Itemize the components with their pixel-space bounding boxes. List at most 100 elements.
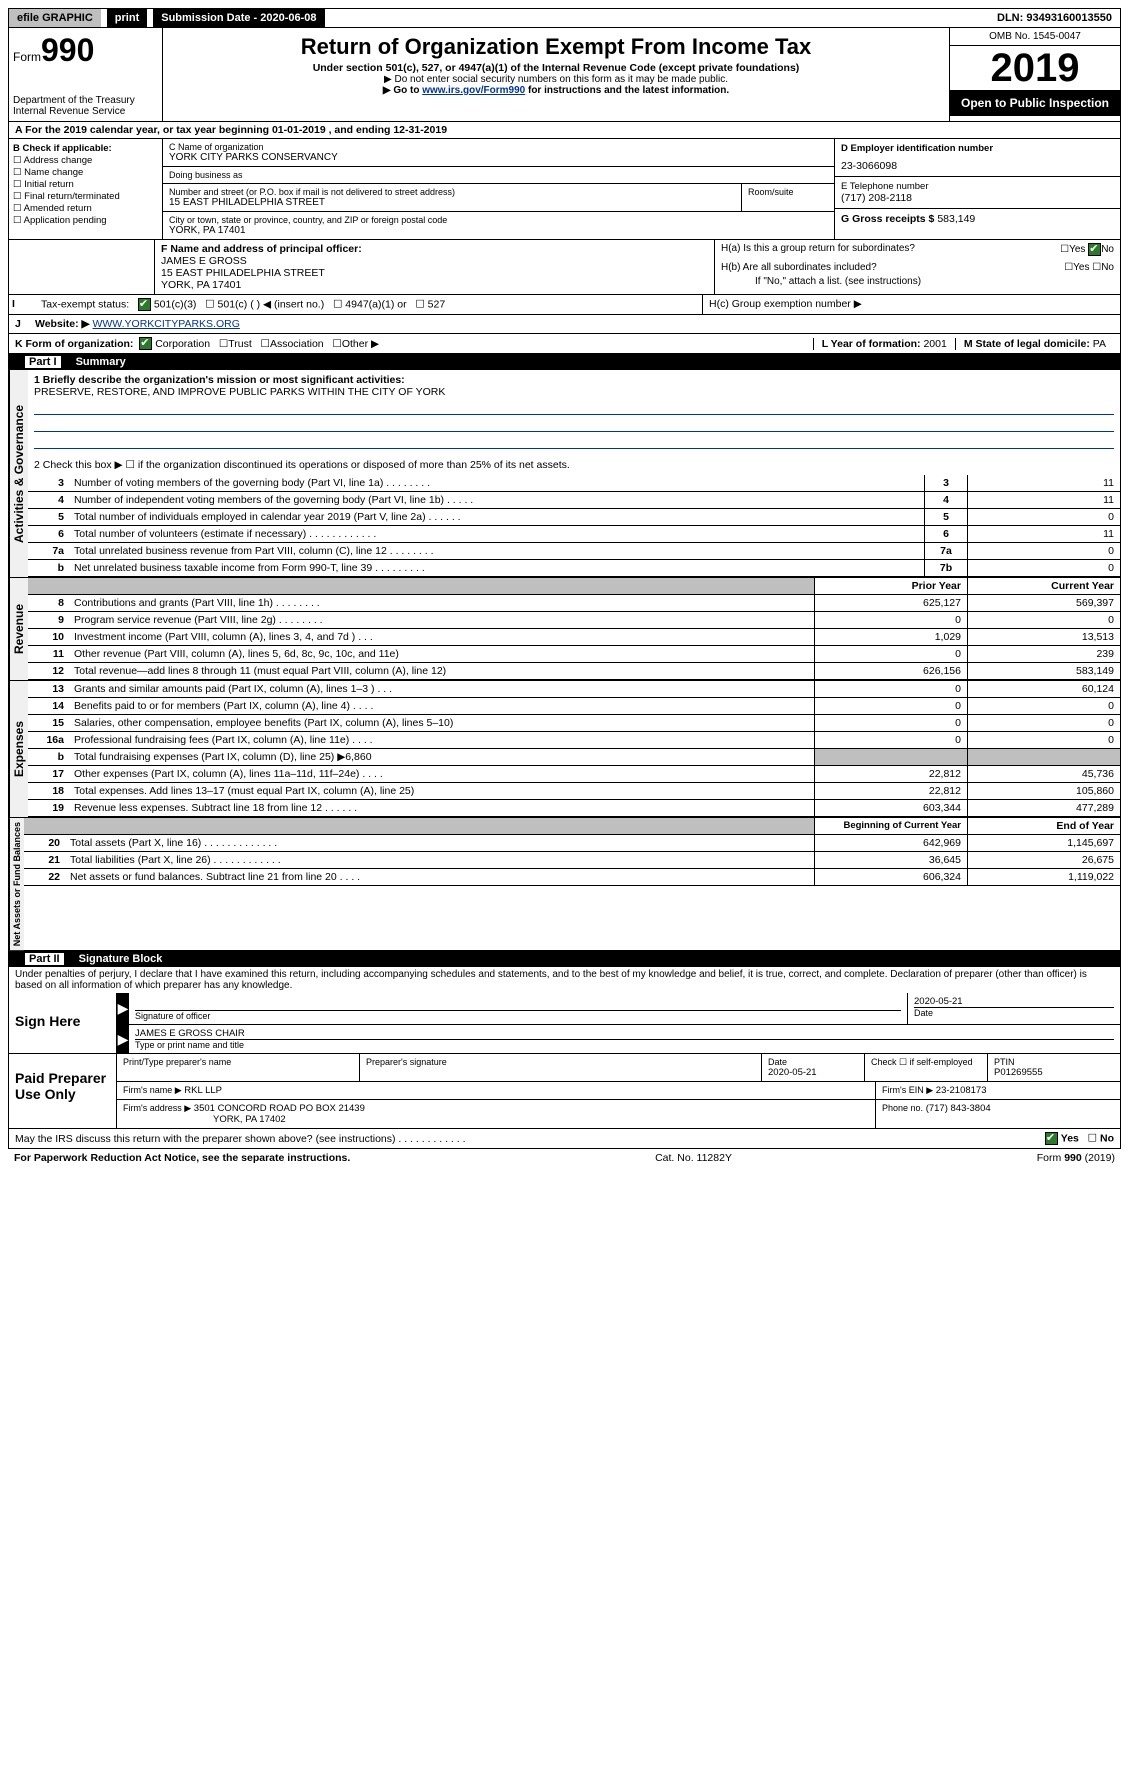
- firm-addr2: YORK, PA 17402: [213, 1114, 286, 1125]
- part-ii-title: Signature Block: [75, 953, 167, 965]
- form-990-num: 990: [41, 32, 94, 68]
- revenue-header-row: Prior Year Current Year: [28, 578, 1120, 595]
- chk-name-label: Name change: [24, 167, 83, 178]
- chk-final[interactable]: ☐ Final return/terminated: [13, 191, 158, 202]
- city-value: YORK, PA 17401: [169, 225, 828, 236]
- table-row: 6Total number of volunteers (estimate if…: [28, 526, 1120, 543]
- line-2: 2 Check this box ▶ ☐ if the organization…: [28, 455, 1120, 475]
- city-row: City or town, state or province, country…: [163, 212, 834, 239]
- prep-date-cell: Date 2020-05-21: [762, 1054, 865, 1081]
- open-public: Open to Public Inspection: [950, 90, 1120, 116]
- table-row: 12Total revenue—add lines 8 through 11 (…: [28, 663, 1120, 680]
- chk-501c3[interactable]: [138, 298, 151, 311]
- section-i-hc: I Tax-exempt status: 501(c)(3) ☐ 501(c) …: [8, 295, 1121, 315]
- section-b: B Check if applicable: ☐ Address change …: [9, 139, 163, 239]
- table-row: 8Contributions and grants (Part VIII, li…: [28, 595, 1120, 612]
- governance-body: 1 Briefly describe the organization's mi…: [28, 370, 1120, 577]
- sig-row-1: ▶ Signature of officer 2020-05-21 Date: [117, 993, 1120, 1025]
- self-employed: Check ☐ if self-employed: [865, 1054, 988, 1081]
- section-f-h: F Name and address of principal officer:…: [8, 240, 1121, 295]
- net-header-row: Beginning of Current Year End of Year: [24, 818, 1120, 835]
- discuss-label: May the IRS discuss this return with the…: [15, 1133, 466, 1145]
- h-b: H(b) Are all subordinates included? ☐Yes…: [715, 259, 1120, 276]
- addr-label: Number and street (or P.O. box if mail i…: [169, 187, 735, 197]
- prior-year-header: Prior Year: [815, 578, 968, 595]
- org-name-label: C Name of organization: [169, 142, 828, 152]
- net-section: Net Assets or Fund Balances Beginning of…: [8, 818, 1121, 951]
- efile-label: efile GRAPHIC: [9, 9, 101, 27]
- chk-pending[interactable]: ☐ Application pending: [13, 215, 158, 226]
- part-ii-num: Part II: [25, 953, 64, 965]
- tax-status-label: Tax-exempt status:: [41, 298, 129, 310]
- instructions-link[interactable]: www.irs.gov/Form990: [422, 85, 525, 96]
- gross-value: 583,149: [937, 213, 975, 225]
- officer-name-cell: JAMES E GROSS CHAIR Type or print name a…: [129, 1025, 1120, 1053]
- header-left: Form990 Department of the Treasury Inter…: [9, 28, 163, 121]
- date-label: Date: [914, 1007, 1114, 1018]
- line1-label: 1 Briefly describe the organization's mi…: [34, 374, 405, 386]
- table-row: 11Other revenue (Part VIII, column (A), …: [28, 646, 1120, 663]
- opt-501c: 501(c) ( ) ◀ (insert no.): [218, 298, 325, 310]
- m-label: M State of legal domicile:: [964, 338, 1090, 350]
- paperwork-note: For Paperwork Reduction Act Notice, see …: [14, 1152, 350, 1164]
- expenses-body: 13Grants and similar amounts paid (Part …: [28, 681, 1120, 817]
- opt-4947: 4947(a)(1) or: [345, 298, 406, 310]
- print-button[interactable]: print: [107, 9, 147, 27]
- discuss-row: May the IRS discuss this return with the…: [8, 1129, 1121, 1149]
- chk-corp[interactable]: [139, 337, 152, 350]
- section-a: A For the 2019 calendar year, or tax yea…: [8, 122, 1121, 139]
- current-year-header: Current Year: [968, 578, 1121, 595]
- opt-assoc: Association: [270, 338, 324, 350]
- part-i-title: Summary: [72, 356, 130, 368]
- perjury-note: Under penalties of perjury, I declare th…: [8, 967, 1121, 993]
- firm-name: RKL LLP: [184, 1085, 222, 1096]
- m-value: PA: [1093, 338, 1106, 350]
- form-subtitle: Under section 501(c), 527, or 4947(a)(1)…: [167, 62, 945, 74]
- discuss-no: No: [1100, 1132, 1114, 1144]
- governance-section: Activities & Governance 1 Briefly descri…: [8, 370, 1121, 578]
- arrow-icon: ▶: [117, 993, 129, 1024]
- table-row: 7aTotal unrelated business revenue from …: [28, 543, 1120, 560]
- dln: DLN: 93493160013550: [989, 9, 1120, 27]
- opt-other: Other ▶: [342, 338, 379, 350]
- i-label: I: [9, 295, 35, 314]
- part-i-header: Part I Summary: [8, 354, 1121, 370]
- hb-label: H(b) Are all subordinates included?: [721, 262, 877, 273]
- chk-address-label: Address change: [24, 155, 93, 166]
- table-row: bNet unrelated business taxable income f…: [28, 560, 1120, 577]
- firm-name-cell: Firm's name ▶ RKL LLP: [117, 1082, 876, 1099]
- firm-name-label: Firm's name ▶: [123, 1085, 182, 1095]
- part-ii-header: Part II Signature Block: [8, 951, 1121, 967]
- chk-amended[interactable]: ☐ Amended return: [13, 203, 158, 214]
- opt-501c3: 501(c)(3): [154, 298, 197, 310]
- section-d-e-g: D Employer identification number 23-3066…: [834, 139, 1120, 239]
- net-table: Beginning of Current Year End of Year 20…: [24, 818, 1120, 886]
- footer: For Paperwork Reduction Act Notice, see …: [8, 1149, 1121, 1167]
- ha-answer: ☐Yes No: [1060, 243, 1114, 256]
- dept-irs: Internal Revenue Service: [13, 106, 158, 117]
- website-link[interactable]: WWW.YORKCITYPARKS.ORG: [92, 318, 239, 330]
- part-i-num: Part I: [25, 356, 61, 368]
- hb-answer: ☐Yes ☐No: [1064, 262, 1114, 273]
- l-value: 2001: [923, 338, 946, 350]
- section-l: L Year of formation: 2001: [813, 338, 955, 350]
- note-2: ▶ Go to www.irs.gov/Form990 for instruct…: [167, 85, 945, 96]
- chk-address[interactable]: ☐ Address change: [13, 155, 158, 166]
- dba-label: Doing business as: [169, 170, 828, 180]
- opt-527: 527: [428, 298, 446, 310]
- chk-name[interactable]: ☐ Name change: [13, 167, 158, 178]
- note-1: ▶ Do not enter social security numbers o…: [167, 74, 945, 85]
- discuss-yes-chk[interactable]: [1045, 1132, 1058, 1145]
- l-label: L Year of formation:: [822, 338, 921, 350]
- expenses-table: 13Grants and similar amounts paid (Part …: [28, 681, 1120, 817]
- sign-here-block: Sign Here ▶ Signature of officer 2020-05…: [8, 993, 1121, 1054]
- sig-date-cell: 2020-05-21 Date: [908, 993, 1120, 1024]
- table-row: 15Salaries, other compensation, employee…: [28, 715, 1120, 732]
- officer-typed-name: JAMES E GROSS CHAIR: [135, 1028, 1114, 1039]
- chk-initial[interactable]: ☐ Initial return: [13, 179, 158, 190]
- prep-row-3: Firm's address ▶ 3501 CONCORD ROAD PO BO…: [117, 1100, 1120, 1128]
- governance-table: 3Number of voting members of the governi…: [28, 475, 1120, 577]
- ha-label: H(a) Is this a group return for subordin…: [721, 243, 915, 256]
- mission-line-2: [34, 417, 1114, 432]
- officer-name: JAMES E GROSS: [161, 255, 708, 267]
